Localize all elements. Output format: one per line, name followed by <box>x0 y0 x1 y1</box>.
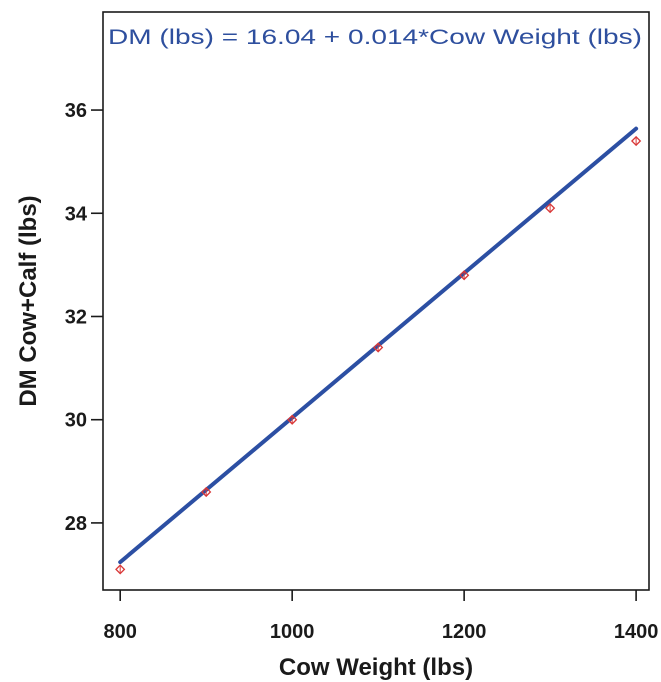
data-point <box>201 486 212 498</box>
x-axis-title: Cow Weight (lbs) <box>279 654 473 681</box>
y-tick-label: 36 <box>65 100 87 122</box>
x-tick-label: 1200 <box>442 621 487 643</box>
regression-equation: DM (lbs) = 16.04 + 0.014*Cow Weight (lbs… <box>108 26 642 49</box>
y-axis-ticks: 28 30 32 34 36 <box>65 100 103 535</box>
y-tick-label: 32 <box>65 306 87 328</box>
data-point <box>630 135 642 147</box>
data-point <box>373 342 384 353</box>
x-tick-label: 800 <box>104 621 137 643</box>
data-point <box>459 270 470 281</box>
y-tick-label: 28 <box>65 513 87 535</box>
x-tick-label: 1400 <box>614 621 659 643</box>
x-tick-label: 1000 <box>270 621 315 643</box>
y-axis-title: DM Cow+Calf (lbs) <box>15 195 42 406</box>
data-point <box>544 202 556 214</box>
x-axis-ticks: 800 1000 1200 1400 <box>104 590 659 643</box>
data-points <box>115 135 642 575</box>
y-tick-label: 34 <box>65 203 88 225</box>
y-tick-label: 30 <box>65 410 87 432</box>
data-point <box>115 564 126 575</box>
plot-frame <box>102 11 650 591</box>
data-point <box>287 414 298 425</box>
